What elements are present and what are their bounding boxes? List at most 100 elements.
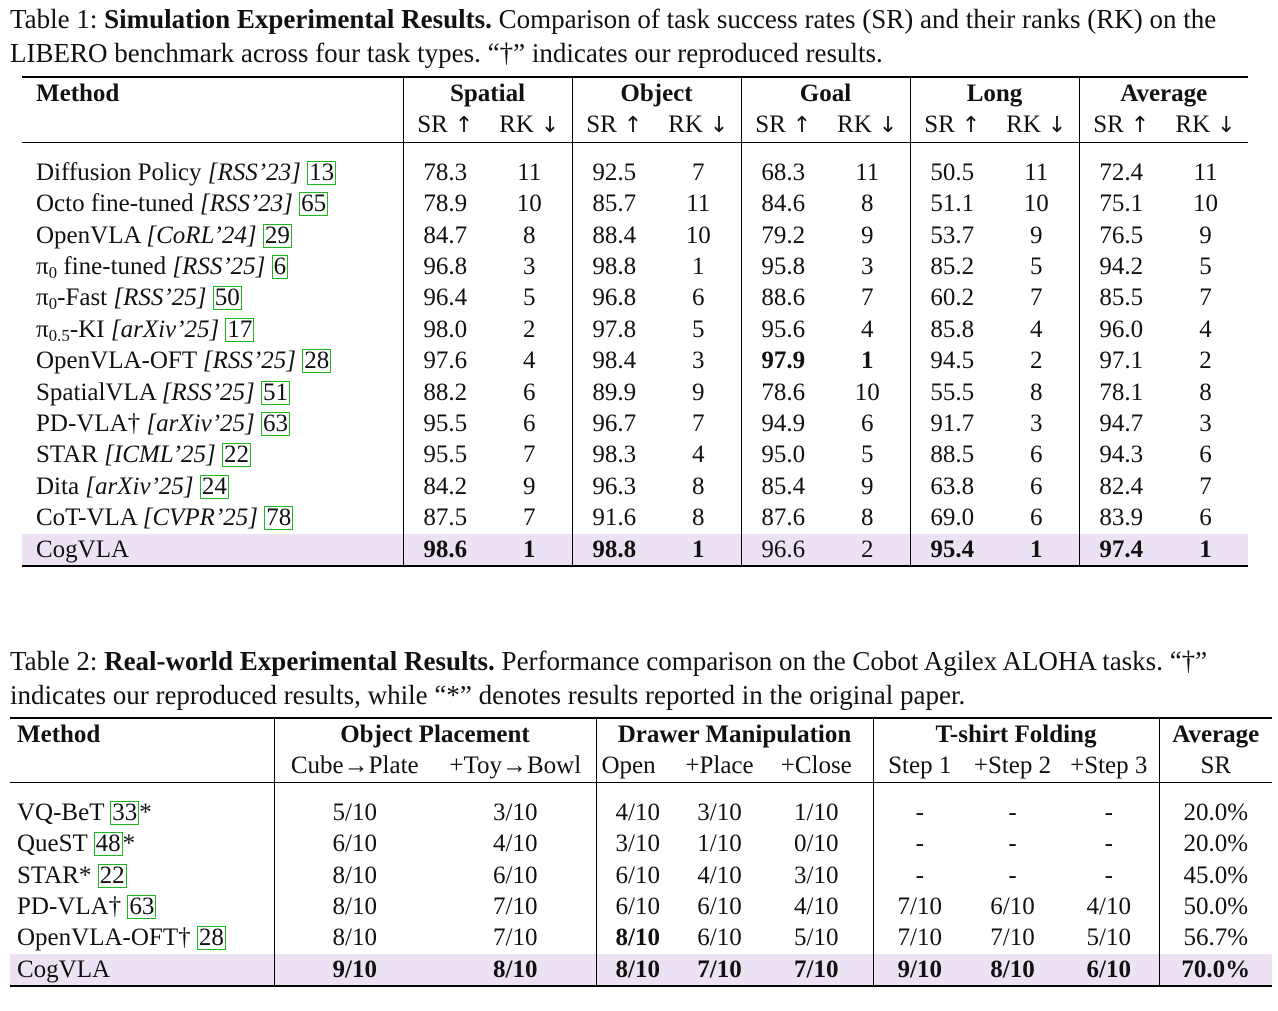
rk-value: 6 — [523, 378, 536, 406]
sr-value: 51.1 — [909, 188, 994, 220]
value-cell: 4/10 — [595, 796, 679, 829]
venue: [RSS’25] — [202, 347, 296, 375]
sr-value: 98.0 — [402, 313, 487, 346]
rk-value: 7 — [1199, 472, 1212, 500]
group-header: Spatial — [402, 77, 572, 110]
sr-value: 95.5 — [402, 439, 487, 471]
up-arrow-icon: ↑ — [447, 113, 474, 139]
table1-caption: Table 1: Simulation Experimental Results… — [10, 2, 1272, 70]
sr-header: SR ↑ — [402, 109, 487, 143]
value-cell: 8/10 — [273, 891, 435, 923]
value-cell: 1/10 — [794, 798, 839, 826]
sr-value: 84.2 — [402, 470, 487, 503]
venue: [CoRL’24] — [146, 221, 257, 249]
value-cell: 5/10 — [273, 796, 435, 829]
rk-value: 8 — [692, 504, 705, 532]
venue: [arXiv’25] — [110, 315, 220, 343]
down-arrow-icon: ↓ — [702, 113, 729, 139]
citation-link[interactable]: 6 — [271, 253, 289, 281]
citation-link[interactable]: 28 — [302, 347, 332, 375]
table-row: PD-VLA† [arXiv’25] 63 95.5 6 96.7 7 94.9 6 91.7… — [22, 408, 1248, 440]
rk-value: 6 — [523, 410, 536, 438]
method-name: OpenVLA-OFT — [36, 347, 197, 375]
down-arrow-icon: ↓ — [533, 113, 560, 139]
citation-link[interactable]: 22 — [222, 441, 251, 469]
citation-link[interactable]: 33 — [110, 798, 140, 826]
group-header: Long — [909, 77, 1079, 110]
citation-link[interactable]: 63 — [261, 410, 290, 438]
venue: [RSS’23] — [199, 190, 293, 218]
citation-link[interactable]: 78 — [264, 504, 294, 532]
sr-value: 94.5 — [909, 345, 994, 377]
method-name: OpenVLA — [36, 221, 141, 249]
method-cell: Octo fine-tuned [RSS’23] 65 — [22, 188, 403, 219]
sr-value: 96.6 — [740, 533, 825, 567]
rk-value: 1 — [487, 533, 572, 567]
rk-value: 10 — [1193, 190, 1218, 218]
method-cell: SpatialVLA [RSS’25] 51 — [22, 377, 403, 408]
citation-link[interactable]: 63 — [127, 893, 157, 921]
value-cell: 50.0% — [1158, 891, 1272, 923]
rk-value: 9 — [861, 472, 874, 500]
rk-value: 4 — [692, 441, 705, 469]
sub-header: SR — [1158, 750, 1272, 783]
citation-link[interactable]: 51 — [261, 378, 290, 406]
sr-value: 95.4 — [909, 533, 994, 567]
sr-value: 84.7 — [402, 219, 487, 252]
rk-value: 2 — [523, 315, 536, 343]
rk-label: RK — [1175, 111, 1211, 139]
method-name: CogVLA — [17, 955, 111, 983]
sr-value: 95.8 — [740, 251, 825, 283]
method-name: QueST — [17, 830, 88, 858]
rk-value: 5 — [1030, 253, 1043, 281]
value-cell: 6/10 — [273, 828, 435, 860]
method-name: Diffusion Policy — [36, 158, 202, 186]
method-name-suffix: -Fast — [57, 284, 108, 312]
rk-value: 10 — [1023, 190, 1049, 218]
sr-header: SR ↑ — [909, 109, 994, 143]
citation-link[interactable]: 24 — [199, 472, 229, 500]
citation-link[interactable]: 22 — [97, 861, 127, 889]
citation-link[interactable]: 29 — [262, 221, 292, 249]
rk-value: 10 — [516, 190, 542, 218]
sr-value: 72.4 — [1078, 156, 1163, 189]
venue: [RSS’25] — [161, 378, 255, 406]
rk-value: 5 — [523, 284, 536, 312]
citation-link[interactable]: 50 — [212, 284, 242, 312]
table2-caption-label: Table 2: — [10, 646, 98, 676]
rk-value: 9 — [1030, 221, 1043, 249]
sub-header: Step 1 — [872, 750, 966, 783]
rk-value: 10 — [854, 378, 880, 406]
sr-label: SR — [755, 111, 786, 139]
value-cell: - — [1008, 830, 1017, 858]
sr-value: 88.4 — [571, 219, 656, 252]
value-cell: - — [1008, 798, 1017, 826]
table-row: Dita [arXiv’25] 24 84.2 9 96.3 8 85.4 9 63.8 6 82… — [22, 470, 1248, 503]
sr-value: 68.3 — [740, 156, 825, 189]
citation-link[interactable]: 28 — [196, 924, 226, 952]
rk-value: 7 — [1199, 284, 1212, 312]
rk-value: 6 — [1199, 441, 1212, 469]
sr-value: 76.5 — [1078, 219, 1163, 252]
rk-value: 3 — [1199, 410, 1212, 438]
value-cell: 3/10 — [794, 861, 839, 889]
sr-value: 98.6 — [402, 533, 487, 567]
rk-value: 6 — [1199, 504, 1212, 532]
method-header: Method — [36, 80, 120, 107]
citation-link[interactable]: 65 — [299, 190, 329, 218]
table-row: OpenVLA-OFT [RSS’25] 28 97.6 4 98.4 3 97.9 1 94… — [22, 345, 1248, 377]
sr-value: 92.5 — [571, 156, 656, 189]
sr-value: 55.5 — [909, 376, 994, 409]
citation-link[interactable]: 13 — [307, 158, 337, 186]
sr-value: 91.6 — [571, 502, 656, 534]
down-arrow-icon: ↓ — [1040, 113, 1067, 139]
citation-link[interactable]: 17 — [225, 315, 255, 343]
method-cell: Dita [arXiv’25] 24 — [22, 471, 403, 502]
rk-label: RK — [837, 111, 872, 139]
rk-value: 4 — [523, 347, 536, 375]
up-arrow-icon: ↑ — [1123, 113, 1150, 139]
table1-caption-text: Comparison of task success rates (SR) an… — [10, 4, 1217, 68]
sr-value: 53.7 — [909, 219, 994, 252]
sr-value: 96.0 — [1078, 313, 1163, 346]
citation-link[interactable]: 48 — [93, 830, 123, 858]
